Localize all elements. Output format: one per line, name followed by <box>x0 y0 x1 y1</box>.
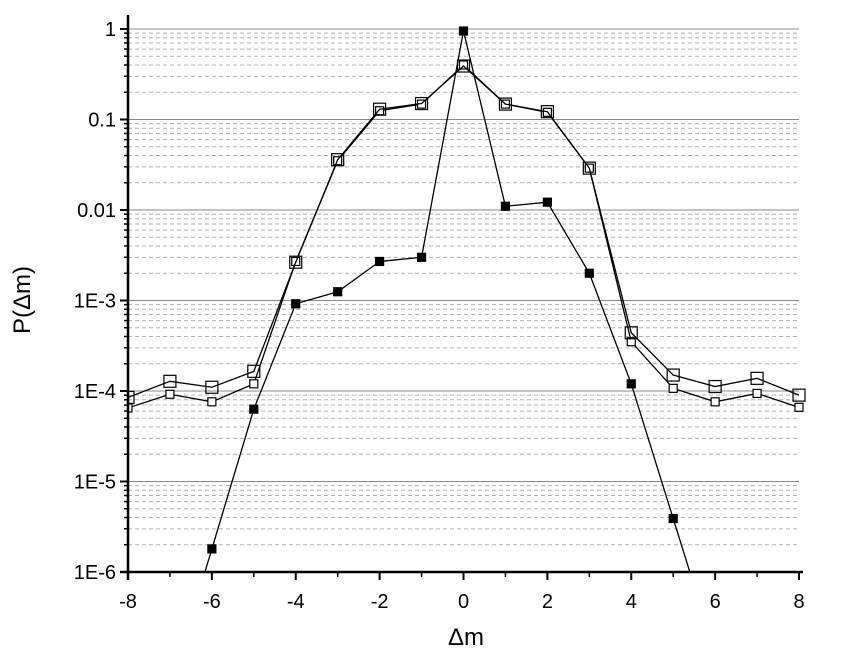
grid <box>128 28 799 573</box>
x-tick-label: 2 <box>542 591 553 613</box>
data-point <box>458 26 469 36</box>
x-tick-label: -2 <box>371 591 389 613</box>
series-2 <box>128 60 804 413</box>
data-point <box>207 397 217 407</box>
data-point <box>289 255 303 269</box>
data-point <box>668 513 678 524</box>
data-point <box>584 268 594 278</box>
x-tick-label: -8 <box>119 591 137 613</box>
series-1 <box>204 26 691 572</box>
y-tick-label: 1E-6 <box>74 562 116 584</box>
y-tick-label: 1E-5 <box>74 472 116 494</box>
data-point <box>247 364 261 378</box>
data-point <box>333 287 343 297</box>
data-point <box>128 390 135 404</box>
data-point <box>542 197 552 207</box>
data-point <box>456 59 471 73</box>
series-layer <box>128 26 806 572</box>
y-tick-label: 0.01 <box>77 200 116 222</box>
x-tick-label: -4 <box>287 591 305 613</box>
data-point <box>291 299 301 309</box>
x-tick-label: 0 <box>458 591 469 613</box>
y-tick-label: 1 <box>105 19 116 41</box>
axes: 1E-6 1E-5 1E-4 1E-3 0.01 0.1 1 -8 -6 -4 -2 0 2 4 6 8 <box>74 15 805 613</box>
data-point <box>375 256 385 267</box>
data-point <box>416 252 427 262</box>
data-point <box>626 337 636 347</box>
data-point <box>249 379 259 389</box>
x-tick-label: 4 <box>626 591 637 613</box>
series-line <box>128 65 800 398</box>
data-point <box>128 403 133 413</box>
y-tick-label: 1E-4 <box>74 381 116 403</box>
y-tick-label: 0.1 <box>88 110 116 132</box>
data-point <box>414 96 429 111</box>
data-point <box>792 388 806 402</box>
data-point <box>540 105 554 119</box>
y-tick-label: 1E-3 <box>74 291 116 313</box>
x-tick-label: 6 <box>710 591 721 613</box>
data-point <box>668 383 678 393</box>
data-point <box>165 389 175 399</box>
series-line <box>204 30 691 572</box>
data-point <box>205 380 219 394</box>
data-point <box>163 374 177 388</box>
data-point <box>582 161 596 175</box>
series-line <box>128 64 800 409</box>
series-3 <box>128 59 806 404</box>
x-tick-label: 8 <box>793 591 804 613</box>
x-tick-label: -6 <box>203 591 221 613</box>
data-point <box>249 404 259 414</box>
data-point <box>498 97 513 111</box>
data-point <box>373 102 387 116</box>
data-point <box>458 60 469 70</box>
data-point <box>750 371 764 385</box>
data-point <box>710 397 720 407</box>
data-point <box>500 201 511 211</box>
data-point <box>331 153 345 167</box>
data-point <box>752 388 762 399</box>
data-point <box>666 368 680 382</box>
x-axis-title: Δm <box>448 624 484 651</box>
data-point <box>708 379 722 394</box>
data-point <box>207 544 217 554</box>
data-point <box>624 326 638 340</box>
data-point <box>794 402 804 412</box>
data-point <box>626 379 636 389</box>
y-axis-title: P(Δm) <box>9 266 36 334</box>
